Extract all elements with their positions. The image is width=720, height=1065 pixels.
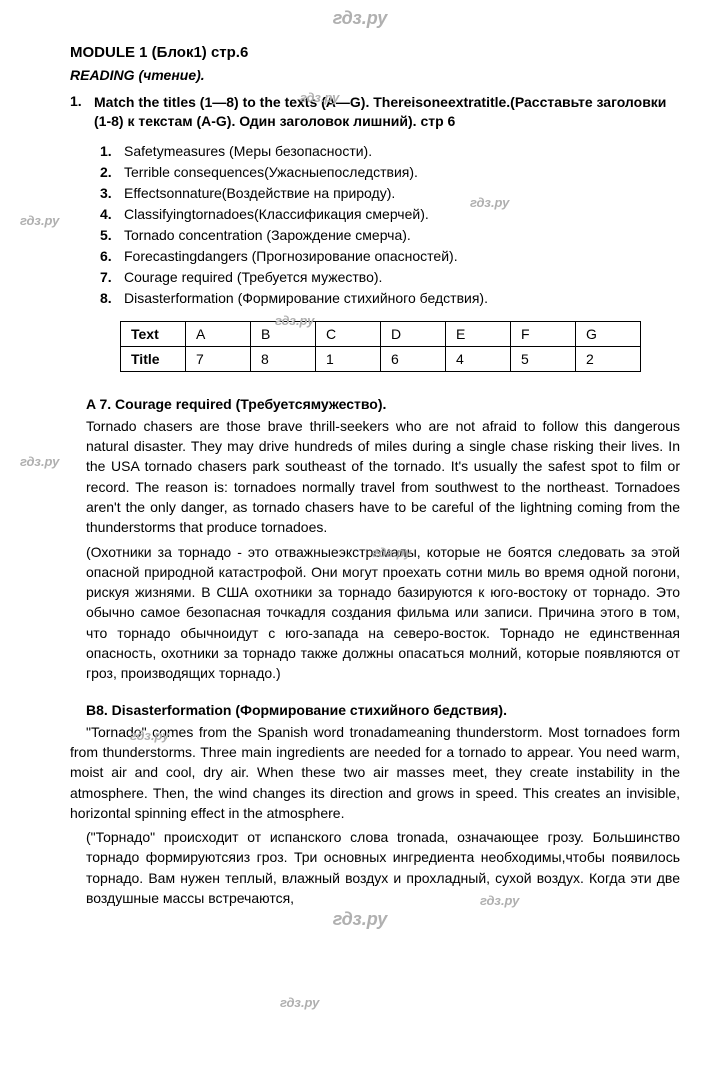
task-row: 1. Match the titles (1—8) to the texts (… [70,93,680,131]
list-item-text: Disasterformation (Формирование стихийно… [124,288,488,309]
list-item-num: 7. [100,267,124,288]
list-item-text: Safetymeasures (Меры безопасности). [124,141,372,162]
table-cell: G [576,321,641,346]
watermark-top: гдз.ру [0,8,720,29]
section-a7-en: Tornado chasers are those brave thrill-s… [86,416,680,538]
list-item: 6.Forecastingdangers (Прогнозирование оп… [100,246,680,267]
table-cell: 4 [446,346,511,371]
list-item-text: Tornado concentration (Зарождение смерча… [124,225,411,246]
list-item: 7.Courage required (Требуется мужество). [100,267,680,288]
list-item-num: 2. [100,162,124,183]
table-cell: 7 [186,346,251,371]
task-text: Match the titles (1—8) to the texts (A—G… [94,93,680,131]
table-row: Text A B C D E F G [121,321,641,346]
table-cell: D [381,321,446,346]
table-cell: B [251,321,316,346]
list-item-num: 8. [100,288,124,309]
table-cell: Title [121,346,186,371]
title-list: 1.Safetymeasures (Меры безопасности). 2.… [100,141,680,309]
table-cell: 2 [576,346,641,371]
table-cell: Text [121,321,186,346]
reading-heading: READING (чтение). [70,67,680,83]
list-item-text: Terrible consequences(Ужасныепоследствия… [124,162,418,183]
section-b8-en: "Tornado" comes from the Spanish word tr… [70,722,680,823]
list-item: 5.Tornado concentration (Зарождение смер… [100,225,680,246]
list-item-text: Effectsonnature(Воздействие на природу). [124,183,395,204]
answer-table-wrap: Text A B C D E F G Title 7 8 1 6 4 5 2 [120,321,680,372]
table-cell: F [511,321,576,346]
section-b8-heading: B8. Disasterformation (Формирование стих… [86,702,680,718]
list-item-text: Forecastingdangers (Прогнозирование опас… [124,246,458,267]
document-page: гдз.ру гдз.ру гдз.ру гдз.ру гдз.ру гдз.р… [0,0,720,938]
watermark-inline-9: гдз.ру [280,995,319,1010]
list-item-num: 5. [100,225,124,246]
table-cell: A [186,321,251,346]
table-cell: 5 [511,346,576,371]
list-item: 1.Safetymeasures (Меры безопасности). [100,141,680,162]
section-b8-ru: ("Торнадо" происходит от испанcкого слов… [86,827,680,908]
list-item-num: 1. [100,141,124,162]
list-item-text: Courage required (Требуется мужество). [124,267,382,288]
watermark-bottom: гдз.ру [0,909,720,930]
table-cell: E [446,321,511,346]
list-item: 3.Effectsonnature(Воздействие на природу… [100,183,680,204]
list-item-text: Classifyingtornadoes(Классификация смерч… [124,204,429,225]
list-item: 4.Classifyingtornadoes(Классификация сме… [100,204,680,225]
answer-table: Text A B C D E F G Title 7 8 1 6 4 5 2 [120,321,641,372]
table-cell: 8 [251,346,316,371]
watermark-inline-3: гдз.ру [20,213,59,228]
list-item-num: 4. [100,204,124,225]
table-cell: 6 [381,346,446,371]
table-row: Title 7 8 1 6 4 5 2 [121,346,641,371]
module-title: MODULE 1 (Блок1) стр.6 [70,44,680,61]
table-cell: 1 [316,346,381,371]
list-item-num: 3. [100,183,124,204]
list-item-num: 6. [100,246,124,267]
list-item: 2.Terrible consequences(Ужасныепоследств… [100,162,680,183]
list-item: 8.Disasterformation (Формирование стихий… [100,288,680,309]
section-a7-heading: A 7. Courage required (Требуетсямужество… [86,396,680,412]
watermark-inline-5: гдз.ру [20,454,59,469]
table-cell: C [316,321,381,346]
section-a7-ru: (Охотники за торнадо - это отважныеэкстр… [86,542,680,684]
task-number: 1. [70,93,94,131]
